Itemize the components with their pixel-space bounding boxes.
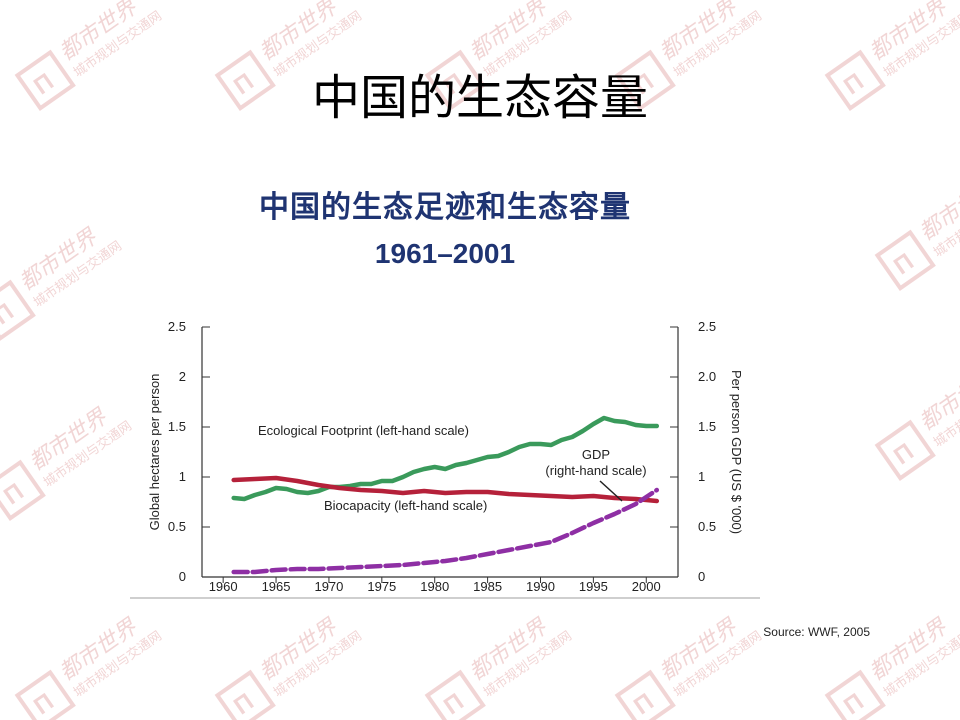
y-tick-label-left: 2.5 xyxy=(168,319,186,334)
x-tick-label: 1980 xyxy=(420,579,449,594)
y-tick-label-right: 0 xyxy=(698,569,705,584)
annotation-gdp: GDP xyxy=(582,447,610,462)
x-tick-label: 1970 xyxy=(314,579,343,594)
y-tick-label-left: 1.5 xyxy=(168,419,186,434)
annotation-footprint: Ecological Footprint (left-hand scale) xyxy=(258,423,469,438)
y-tick-label-right: 2.0 xyxy=(698,369,716,384)
x-tick-label: 2000 xyxy=(632,579,661,594)
x-tick-label: 1995 xyxy=(579,579,608,594)
slide-title: 中国的生态容量 xyxy=(311,70,648,126)
x-tick-label: 1990 xyxy=(526,579,555,594)
y-tick-label-right: 0.5 xyxy=(698,519,716,534)
series-line-ecological-footprint xyxy=(231,415,660,502)
x-tick-label: 1975 xyxy=(367,579,396,594)
series-line-biocapacity xyxy=(231,475,660,504)
annotation-gdp-pointer xyxy=(599,480,623,502)
y-tick-label-left: 1 xyxy=(179,469,186,484)
y-axis-label-left: Global hectares per person xyxy=(147,374,162,531)
y-tick-label-right: 1 xyxy=(698,469,705,484)
annotation-biocapacity: Biocapacity (left-hand scale) xyxy=(324,498,487,513)
x-tick-label: 1985 xyxy=(473,579,502,594)
series-line-gdp xyxy=(231,487,660,575)
chart-subtitle: 1961–2001 xyxy=(374,238,516,269)
annotation-gdp-scale: (right-hand scale) xyxy=(545,463,646,478)
y-tick-label-left: 0.5 xyxy=(168,519,186,534)
chart-title: 中国的生态足迹和生态容量 xyxy=(259,190,631,225)
y-tick-label-right: 1.5 xyxy=(698,419,716,434)
y-axis-label-right: Per person GDP (US $ '000) xyxy=(729,370,744,534)
y-tick-label-left: 0 xyxy=(179,569,186,584)
x-tick-label: 1960 xyxy=(209,579,238,594)
x-tick-label: 1965 xyxy=(262,579,291,594)
source-note: Source: WWF, 2005 xyxy=(763,625,870,639)
y-tick-label-right: 2.5 xyxy=(698,319,716,334)
y-tick-label-left: 2 xyxy=(179,369,186,384)
